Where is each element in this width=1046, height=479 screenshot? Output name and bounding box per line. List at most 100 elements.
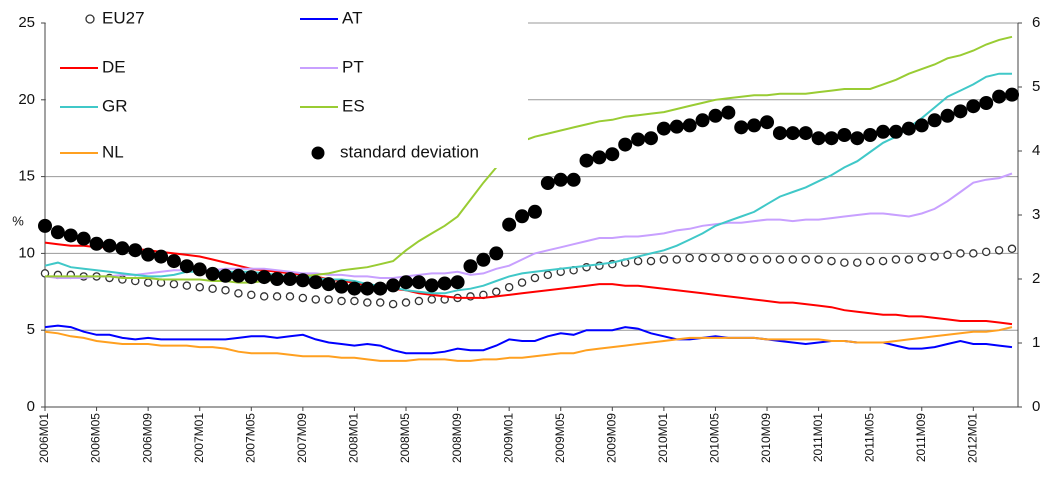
legend-label: EU27 <box>102 8 145 27</box>
y-tick-label: 0 <box>27 398 35 415</box>
data-point <box>891 255 901 264</box>
data-point <box>504 282 514 292</box>
data-point <box>643 131 658 146</box>
data-point <box>943 250 952 260</box>
data-point <box>350 296 359 306</box>
data-point <box>772 126 787 141</box>
data-point <box>618 137 633 152</box>
data-point <box>917 253 926 263</box>
data-point <box>788 255 798 264</box>
x-tick-label: 2010M05 <box>708 413 722 463</box>
data-point <box>63 228 78 243</box>
legend-label: standard deviation <box>340 142 479 161</box>
data-point <box>853 258 862 267</box>
data-point <box>685 253 694 263</box>
data-point <box>76 231 91 246</box>
legend-label: DE <box>102 57 126 76</box>
x-tick-label: 2006M09 <box>140 413 154 463</box>
data-point <box>115 241 130 256</box>
data-point <box>270 272 285 286</box>
x-tick-label: 2009M09 <box>604 413 618 463</box>
data-point <box>476 252 491 267</box>
data-point <box>814 255 823 264</box>
data-point <box>166 254 181 269</box>
data-point <box>1005 87 1019 102</box>
data-point <box>659 255 669 264</box>
data-point <box>247 290 256 300</box>
data-point <box>631 132 646 147</box>
data-point <box>360 281 375 296</box>
data-point <box>414 296 424 306</box>
data-point <box>566 172 581 187</box>
data-point <box>940 108 955 123</box>
data-point <box>321 277 336 292</box>
data-point <box>527 204 542 219</box>
data-point <box>388 299 398 309</box>
x-tick-label: 2011M01 <box>811 413 825 462</box>
data-point <box>592 150 607 165</box>
data-point <box>656 121 671 136</box>
data-point <box>492 287 501 297</box>
data-point <box>734 120 749 135</box>
data-point <box>904 255 914 264</box>
legend-label: ES <box>342 96 365 115</box>
x-tick-label: 2011M09 <box>914 413 928 462</box>
data-point <box>221 286 230 295</box>
x-tick-label: 2009M01 <box>501 413 515 463</box>
data-point <box>747 118 762 133</box>
y-tick-label: 5 <box>27 321 35 338</box>
data-point <box>257 270 272 285</box>
data-point <box>646 256 656 266</box>
y2-tick-label: 3 <box>1032 206 1040 223</box>
legend-label: GR <box>102 96 128 115</box>
legend-label: AT <box>342 8 362 27</box>
data-point <box>724 253 733 263</box>
data-point <box>994 246 1004 255</box>
data-point <box>966 99 981 114</box>
legend-label: PT <box>342 57 364 76</box>
legend-marker <box>311 146 325 160</box>
data-point <box>515 209 530 224</box>
data-point <box>1007 244 1017 254</box>
y2-tick-label: 2 <box>1032 270 1040 287</box>
data-point <box>930 252 939 261</box>
data-point <box>437 276 452 291</box>
data-point <box>208 284 217 293</box>
data-point <box>141 247 156 262</box>
y-tick-label: 10 <box>18 244 35 261</box>
x-tick-label: 2010M01 <box>656 413 670 463</box>
data-point <box>749 255 759 264</box>
data-point <box>218 268 233 283</box>
data-point <box>373 281 388 296</box>
x-tick-label: 2006M01 <box>37 413 51 463</box>
data-point <box>840 258 849 267</box>
data-point <box>195 282 204 292</box>
x-tick-label: 2007M05 <box>243 413 257 463</box>
y-tick-label: 15 <box>18 168 35 185</box>
data-point <box>334 279 349 294</box>
data-point <box>811 131 826 146</box>
data-point <box>865 256 875 266</box>
series-line <box>44 241 1013 326</box>
data-point <box>863 128 878 142</box>
data-point <box>953 104 968 119</box>
y2-tick-label: 6 <box>1032 14 1040 31</box>
data-point <box>695 113 710 128</box>
data-point <box>463 259 478 274</box>
data-point <box>837 128 852 142</box>
data-point <box>298 293 308 303</box>
data-point <box>736 253 746 263</box>
y2-tick-label: 1 <box>1032 334 1040 351</box>
data-point <box>981 247 991 257</box>
data-point <box>427 295 437 304</box>
data-point <box>888 124 903 139</box>
data-point <box>914 118 929 133</box>
y-tick-label: 20 <box>18 91 35 108</box>
data-point <box>386 278 401 293</box>
data-point <box>605 147 620 162</box>
data-point <box>530 273 540 283</box>
data-point <box>798 126 813 141</box>
data-point <box>711 253 720 263</box>
data-point <box>956 249 965 258</box>
data-point <box>234 289 243 298</box>
